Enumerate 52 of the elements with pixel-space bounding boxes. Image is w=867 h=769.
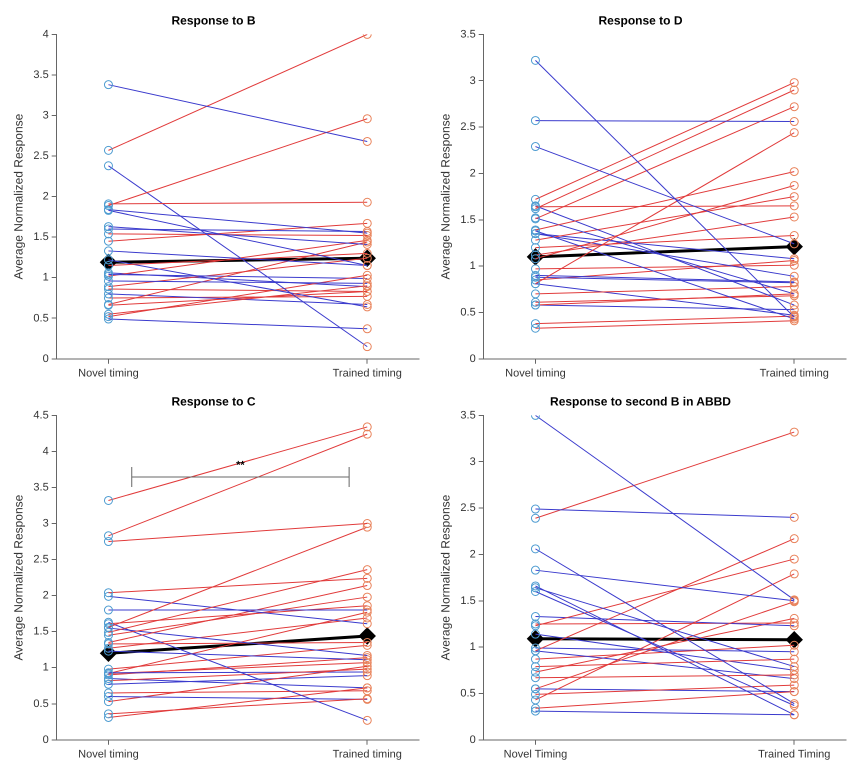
y-tick-label: 0 [470,352,476,365]
y-tick-label: 3 [42,518,49,530]
y-tick-label: 1 [470,260,476,272]
annotation: ** [236,460,246,472]
x-tick-label: Novel timing [78,748,139,760]
y-tick-label: 3 [470,74,476,87]
y-tick-label: 3 [470,456,476,468]
y-tick-label: 1.5 [33,231,49,244]
y-tick-label: 2 [470,548,476,560]
y-tick-label: 3 [42,110,49,122]
y-tick-label: 1.5 [460,594,476,607]
y-axis-title: Average Normalized Response [438,494,453,661]
chart-title: Response to second B in ABBD [550,394,732,409]
y-tick-label: 2.5 [460,502,476,514]
y-tick-label: 2.5 [460,121,476,134]
y-tick-label: 1 [470,641,476,654]
y-tick-label: 4 [42,445,49,458]
y-tick-label: 0.5 [460,687,476,700]
x-tick-label: Trained timing [332,367,402,380]
y-tick-label: 0.5 [33,312,49,324]
y-tick-label: 2 [470,167,476,180]
y-axis-title: Average Normalized Response [438,113,453,280]
x-tick-label: Trained timing [332,748,402,760]
y-tick-label: 4.5 [33,409,49,422]
y-tick-label: 2.5 [33,554,49,566]
y-tick-label: 0 [42,734,49,746]
y-tick-label: 3.5 [33,482,49,494]
y-tick-label: 1 [42,272,49,284]
y-tick-label: 3.5 [33,68,49,81]
y-tick-label: 4 [42,28,49,40]
y-tick-label: 2.5 [33,150,49,162]
chart-title: Response to C [171,394,256,409]
y-tick-label: 0 [470,734,476,746]
y-tick-label: 0.5 [33,698,49,710]
y-tick-label: 1.5 [460,214,476,226]
y-tick-label: 3.5 [460,409,476,422]
x-tick-label: Novel timing [78,367,139,380]
x-tick-label: Novel Timing [504,748,568,760]
y-tick-label: 1.5 [33,626,49,638]
x-tick-label: Trained Timing [758,748,830,760]
x-tick-label: Trained timing [760,367,829,380]
x-tick-label: Novel timing [505,367,566,380]
y-axis-title: Average Normalized Response [12,494,26,661]
y-tick-label: 2 [42,590,49,602]
y-tick-label: 1 [42,662,49,674]
chart-title: Response to B [171,14,256,28]
y-axis-title: Average Normalized Response [12,113,26,280]
y-tick-label: 0.5 [460,306,476,318]
y-tick-label: 2 [42,190,49,203]
y-tick-label: 3.5 [460,28,476,40]
y-tick-label: 0 [42,352,49,365]
chart-title: Response to D [598,14,683,28]
